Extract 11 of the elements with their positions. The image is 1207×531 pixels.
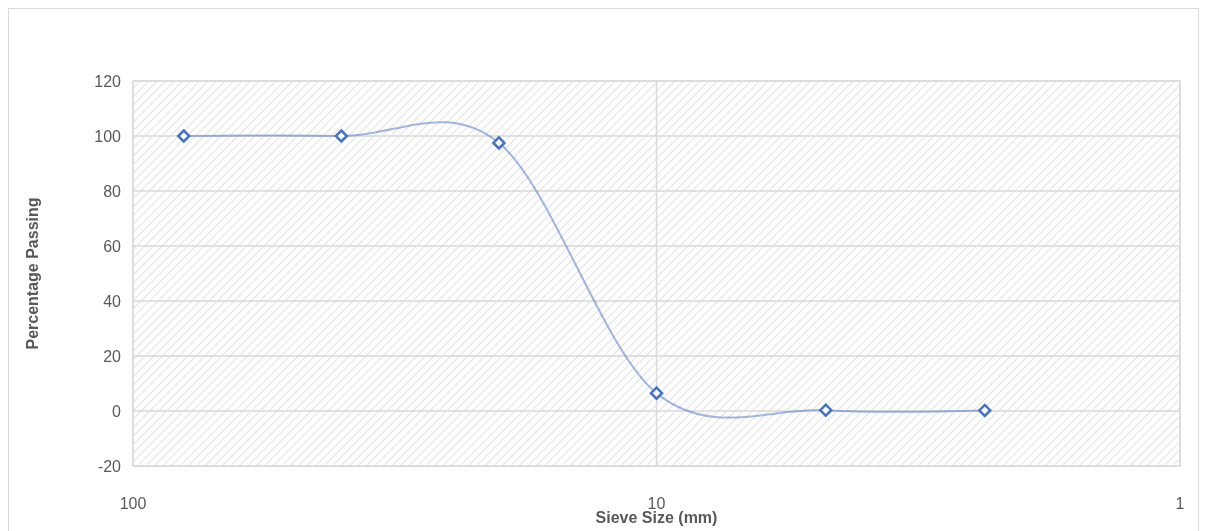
y-tick-label: 100	[94, 127, 122, 145]
y-axis-title: Percentage Passing	[23, 197, 41, 350]
x-tick-label: 100	[119, 494, 147, 512]
y-tick-label: 80	[103, 182, 122, 200]
y-tick-label: 20	[103, 347, 122, 365]
y-tick-label: 40	[103, 292, 122, 310]
y-tick-label: 60	[103, 237, 122, 255]
y-tick-label: 0	[112, 402, 122, 420]
x-tick-label: 1	[1175, 494, 1185, 512]
y-tick-label: 120	[94, 72, 122, 90]
y-tick-label: -20	[97, 457, 122, 475]
